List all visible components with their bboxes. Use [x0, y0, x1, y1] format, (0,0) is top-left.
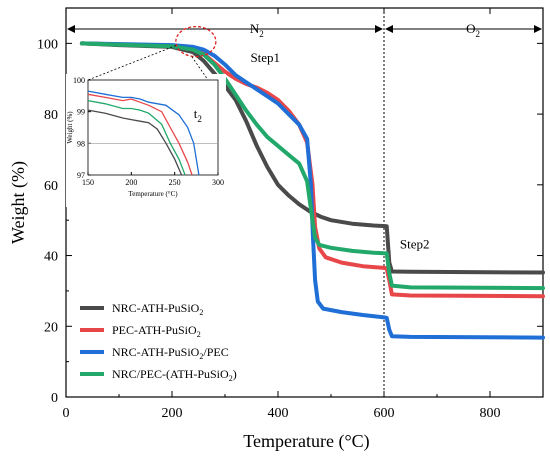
series-line-4 [79, 41, 545, 291]
legend-label-2: PEC-ATH-PuSiO2 [112, 323, 201, 339]
inset-y-tick-label: 99 [77, 108, 85, 117]
inset-x-axis-title: Temperature (°C) [128, 190, 178, 198]
inset-series-line-2 [87, 93, 193, 176]
inset-x-tick-label: 200 [125, 178, 137, 187]
inset-y-tick-label: 98 [77, 139, 85, 148]
inset-background [66, 74, 226, 207]
y-tick-label: 100 [37, 37, 58, 52]
y-axis-title: Weight (%) [8, 161, 29, 244]
series-line-1 [79, 41, 545, 275]
legend-label-suffix: ) [233, 367, 237, 381]
zoom-region-circle [175, 25, 217, 58]
step1-label: Step1 [250, 50, 280, 65]
n2-label-sub: 2 [259, 29, 264, 39]
inset-y-tick-label: 100 [73, 76, 85, 85]
inset-x-tick-label: 300 [212, 178, 224, 187]
legend-label-sub: 2 [199, 308, 203, 317]
legend-label-main: PEC-ATH-PuSiO [112, 323, 197, 337]
inset-y-tick-label: 97 [77, 171, 85, 180]
y-tick-label: 80 [44, 108, 58, 123]
inset-y-axis-title: Weight (%) [66, 111, 74, 144]
inset-series-line-3 [87, 90, 200, 176]
y-tick-label: 60 [44, 179, 58, 194]
x-tick-label: 800 [480, 406, 501, 421]
inset-series-line-1 [87, 109, 183, 176]
y-tick-label: 20 [44, 320, 58, 335]
series-line-3 [79, 41, 545, 340]
inset-x-tick-label: 150 [82, 178, 94, 187]
o2-label-main: O [466, 21, 475, 36]
legend-label-3: NRC-ATH-PuSiO2/PEC [112, 345, 229, 361]
y-tick-label: 0 [51, 391, 58, 406]
t2-label: t2 [194, 106, 202, 124]
x-axis-title: Temperature (°C) [243, 431, 369, 452]
step2-label: Step2 [400, 236, 430, 251]
inset-x-tick-label: 250 [169, 178, 181, 187]
legend-label-1: NRC-ATH-PuSiO2 [112, 301, 203, 317]
legend-label-4: NRC/PEC-(ATH-PuSiO2) [112, 367, 237, 383]
t2-sub: 2 [197, 114, 202, 124]
n2-label-main: N [250, 21, 260, 36]
legend-label-suffix: /PEC [203, 345, 228, 359]
legend-label-main: NRC/PEC-(ATH-PuSiO [112, 367, 229, 381]
legend-label-main: NRC-ATH-PuSiO [112, 301, 200, 315]
legend-label-sub: 2 [199, 352, 203, 361]
legend-label-sub: 2 [229, 374, 233, 383]
legend-label-main: NRC-ATH-PuSiO [112, 345, 200, 359]
x-tick-label: 400 [268, 406, 289, 421]
o2-label: O2 [466, 21, 480, 39]
x-tick-label: 600 [374, 406, 395, 421]
o2-label-sub: 2 [475, 29, 480, 39]
inset-frame [87, 79, 219, 176]
n2-label: N2 [250, 21, 264, 39]
inset-series-line-4 [87, 99, 186, 176]
y-tick-label: 40 [44, 250, 58, 265]
legend-label-sub: 2 [197, 330, 201, 339]
inset-connector-right [191, 56, 209, 81]
t2-main: t [194, 106, 198, 121]
x-tick-label: 0 [63, 406, 70, 421]
x-tick-label: 200 [162, 406, 183, 421]
